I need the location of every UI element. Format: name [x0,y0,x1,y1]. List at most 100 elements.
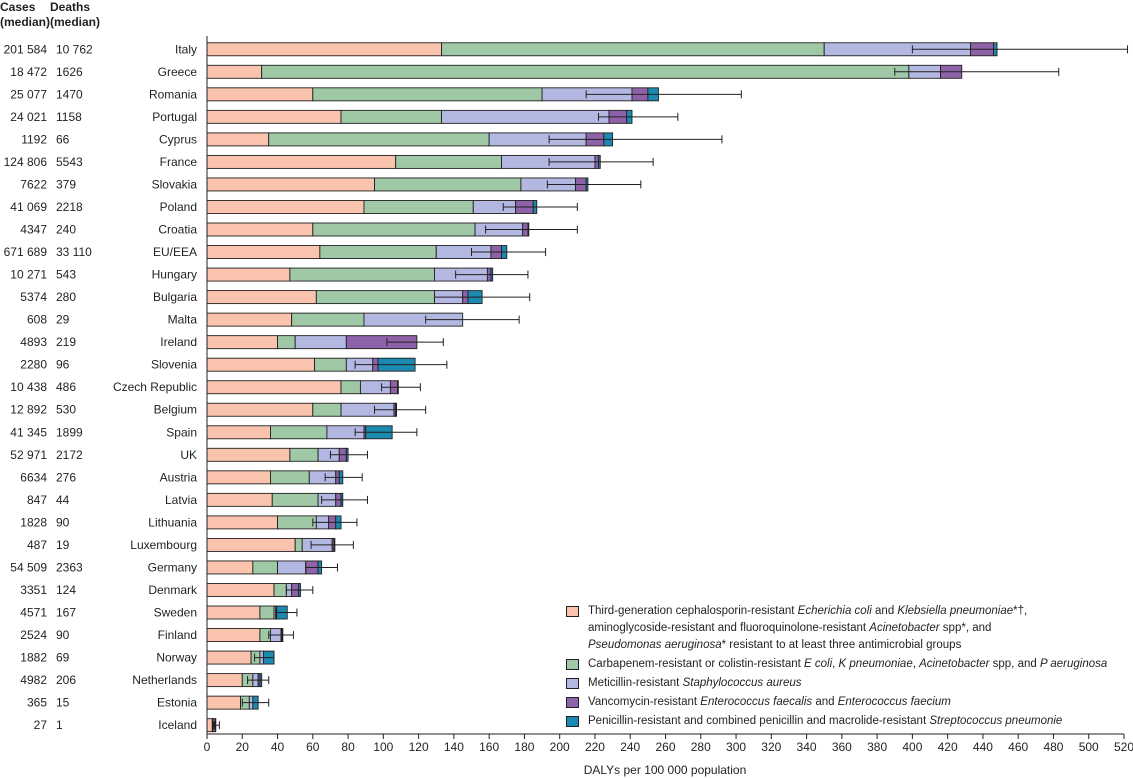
cases-header: Cases (median) [0,0,50,30]
deaths-value: 486 [56,380,76,394]
deaths-value: 206 [56,673,76,687]
cases-value: 487 [27,538,47,552]
cases-value: 54 509 [10,560,47,574]
country-label: EU/EEA [153,245,197,259]
legend-swatch [566,716,579,727]
bar-segment-s2 [312,222,476,237]
legend-text: * resistant to at least three antimicrob… [721,639,962,651]
x-tick-label: 200 [550,740,570,754]
bar-segment-s2 [395,154,502,169]
country-label: Denmark [148,583,198,597]
country-label: Slovenia [151,358,197,372]
deaths-value: 280 [56,290,76,304]
x-tick-label: 520 [1114,740,1133,754]
bar-segment-s2 [277,335,296,350]
bar-segment-s1 [206,628,261,642]
x-tick-label: 460 [1008,740,1028,754]
bar-segment-s3 [441,109,610,124]
deaths-value: 379 [56,177,76,191]
deaths-value: 124 [56,583,76,597]
cases-value: 24 021 [10,110,47,124]
x-tick-label: 360 [832,740,852,754]
country-label: Belgium [154,403,197,417]
x-tick-label: 40 [271,740,285,754]
x-tick-label: 120 [409,740,429,754]
bar-segment-s2 [441,42,825,57]
cases-value: 2280 [20,358,47,372]
country-label: UK [180,448,197,462]
deaths-value: 167 [56,606,76,620]
cases-value: 5374 [20,290,47,304]
cases-value: 10 271 [10,268,47,282]
cases-value: 10 438 [10,380,47,394]
x-tick-label: 60 [306,740,320,754]
deaths-value: 90 [56,628,70,642]
deaths-value: 1158 [56,110,82,124]
bar-segment-s1 [206,425,271,440]
legend-item-s2: Carbapenem-resistant or colistin-resista… [566,656,1126,673]
chart-legend: Third-generation cephalosporin-resistant… [566,603,1126,732]
bar-segment-s1 [206,673,243,688]
x-tick-label: 260 [655,740,675,754]
x-tick-label: 400 [902,740,922,754]
x-tick-label: 220 [585,740,605,754]
country-label: Romania [149,87,197,101]
country-label: Bulgaria [153,290,197,304]
legend-text: E coli [804,658,833,670]
bar-segment-s2 [261,64,910,79]
bar-segment-s1 [206,380,342,395]
country-label: Italy [175,42,197,56]
bar-segment-s2 [273,583,287,597]
bar-segment-s1 [206,605,261,620]
cases-value: 7622 [20,177,47,191]
bar-segment-s1 [206,132,270,147]
bar-segment-s1 [206,650,252,665]
legend-text: , [912,658,920,670]
legend-text: , [832,658,839,670]
country-label: Ireland [160,335,197,349]
bar-segment-s2 [270,470,310,485]
bar-segment-s2 [252,560,278,575]
bar-segment-s2 [340,380,361,395]
country-label: Iceland [158,718,197,732]
cases-value: 6634 [20,470,47,484]
bar-segment-s2 [319,245,437,259]
legend-text: and [871,605,898,617]
cases-value: 4571 [20,606,47,620]
cases-value: 1192 [21,132,47,146]
deaths-value: 29 [56,313,70,327]
legend-line: Carbapenem-resistant or colistin-resista… [588,656,1126,673]
country-label: Luxembourg [130,538,197,552]
deaths-value: 2363 [56,560,83,574]
x-tick-label: 140 [444,740,464,754]
bar-segment-s1 [206,87,314,102]
deaths-value: 1 [56,718,63,732]
deaths-header: Deaths (median) [50,0,100,30]
legend-swatch [566,678,579,689]
cases-value: 671 689 [4,245,48,259]
country-label: Portugal [152,110,197,124]
x-tick-label: 480 [1043,740,1063,754]
cases-value: 2524 [20,628,47,642]
bar-segment-s2 [312,87,543,102]
x-tick-label: 340 [797,740,817,754]
bar-segment-s1 [206,245,321,259]
x-tick-label: 420 [938,740,958,754]
bar-segment-s1 [206,42,442,57]
legend-swatch [566,606,579,617]
cases-header-line1: Cases [0,0,36,14]
country-label: Austria [160,470,198,484]
deaths-value: 2218 [56,200,83,214]
bar-segment-s1 [206,222,314,237]
bar-segment-s1 [206,154,397,169]
bar-segment-s2 [314,357,347,372]
legend-text: Vancomycin-resistant [588,696,701,708]
legend-line: Vancomycin-resistant Enterococcus faecal… [588,694,1126,711]
country-label: Malta [168,313,198,327]
x-tick-label: 320 [761,740,781,754]
legend-text: Streptococcus pneumonie [929,715,1063,727]
bar-segment-s3 [294,335,347,350]
cases-value: 12 892 [10,403,47,417]
bar-segment-s2 [268,132,490,147]
